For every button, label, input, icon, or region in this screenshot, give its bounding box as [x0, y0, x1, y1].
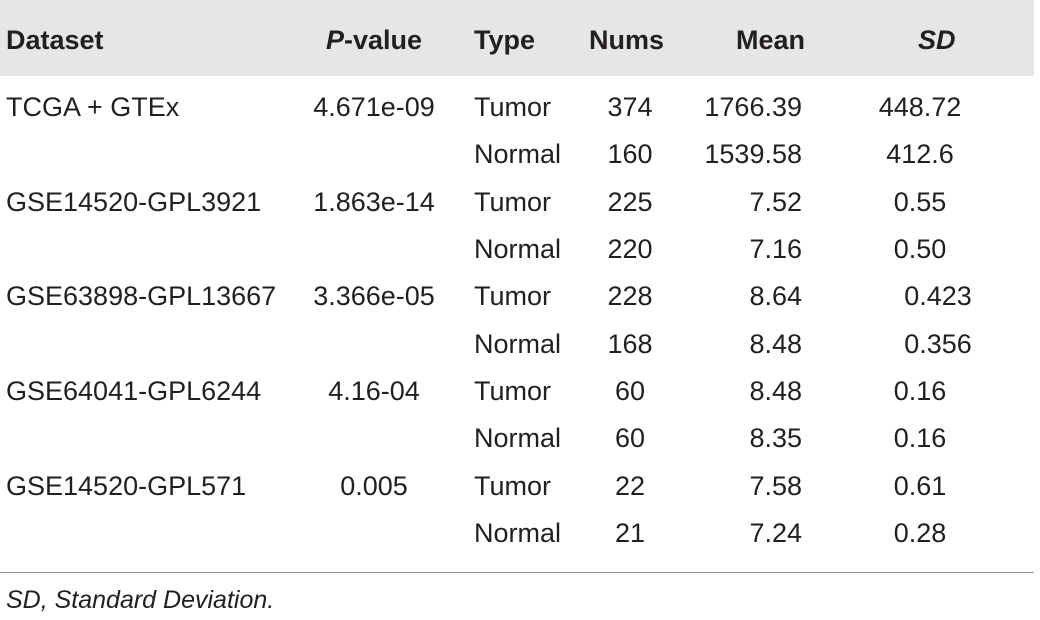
cell-type: Tumor [474, 471, 552, 501]
cell-nums: 160 [607, 139, 653, 169]
cell-sd: 0.356 [904, 329, 972, 359]
cell-nums: 21 [614, 518, 646, 548]
cell-type: Tumor [474, 187, 552, 217]
cell-dataset: GSE14520-GPL571 [6, 471, 247, 501]
cell-sd: 0.55 [893, 187, 947, 217]
cell-nums: 22 [614, 471, 646, 501]
cell-type: Normal [474, 139, 562, 169]
cell-type: Tumor [474, 92, 552, 122]
table-row: GSE63898-GPL13667 3.366e-05 Tumor 228 8.64 0.… [0, 272, 1034, 319]
cell-sd: 0.16 [893, 376, 947, 406]
cell-mean: 7.24 [749, 518, 802, 548]
cell-sd: 0.50 [893, 234, 947, 264]
table-header: Dataset P-value Type Nums Mean SD [0, 0, 1034, 76]
cell-sd: 412.6 [886, 139, 954, 169]
table-row: Normal 160 1539.58 412.6 [0, 130, 1034, 177]
cell-nums: 228 [607, 281, 653, 311]
cell-mean: 7.58 [749, 471, 802, 501]
cell-p-value: 0.005 [340, 471, 408, 501]
cell-sd: 448.72 [878, 92, 962, 122]
data-table: Dataset P-value Type Nums Mean SD TCGA +… [0, 0, 1034, 573]
table-body: TCGA + GTEx 4.671e-09 Tumor 374 1766.39 448.7… [0, 76, 1034, 573]
cell-mean: 8.48 [749, 376, 802, 406]
cell-type: Normal [474, 329, 562, 359]
cell-p-value: 1.863e-14 [313, 187, 435, 217]
cell-sd: 0.16 [893, 423, 947, 453]
cell-p-value: 4.16-04 [328, 376, 420, 406]
cell-mean: 1539.58 [704, 139, 802, 169]
cell-nums: 60 [614, 423, 646, 453]
cell-dataset: GSE64041-GPL6244 [6, 376, 262, 406]
header-sd: SD [918, 25, 956, 55]
table-footnote: SD, Standard Deviation. [6, 586, 275, 614]
table-row: GSE64041-GPL6244 4.16-04 Tumor 60 8.48 0.16 [0, 367, 1034, 414]
cell-nums: 168 [607, 329, 653, 359]
cell-dataset: GSE63898-GPL13667 [6, 281, 277, 311]
cell-type: Tumor [474, 376, 552, 406]
header-nums: Nums [589, 25, 665, 55]
header-p-value: P-value [326, 24, 422, 56]
cell-nums: 374 [607, 92, 653, 122]
header-type: Type [474, 25, 536, 55]
header-mean: Mean [736, 25, 806, 55]
header-p-rest: -value [344, 25, 423, 55]
cell-p-value: 4.671e-09 [313, 92, 435, 122]
cell-dataset: TCGA + GTEx [6, 92, 180, 122]
cell-p-value: 3.366e-05 [313, 281, 435, 311]
cell-type: Tumor [474, 281, 552, 311]
cell-type: Normal [474, 518, 562, 548]
cell-mean: 8.64 [749, 281, 802, 311]
header-p-italic: P [326, 25, 345, 55]
cell-mean: 7.52 [749, 187, 802, 217]
table-row: Normal 60 8.35 0.16 [0, 414, 1034, 461]
cell-mean: 8.35 [749, 423, 802, 453]
table-row: TCGA + GTEx 4.671e-09 Tumor 374 1766.39 448.7… [0, 83, 1034, 130]
cell-sd: 0.28 [893, 518, 947, 548]
cell-mean: 7.16 [749, 234, 802, 264]
cell-sd: 0.61 [893, 471, 947, 501]
table-row: GSE14520-GPL3921 1.863e-14 Tumor 225 7.52 0.5… [0, 178, 1034, 225]
table-row: Normal 168 8.48 0.356 [0, 320, 1034, 367]
table-row: Normal 21 7.24 0.28 [0, 509, 1034, 556]
table-row: GSE14520-GPL571 0.005 Tumor 22 7.58 0.61 [0, 462, 1034, 509]
table-row: Normal 220 7.16 0.50 [0, 225, 1034, 272]
cell-type: Normal [474, 234, 562, 264]
cell-nums: 225 [607, 187, 653, 217]
cell-mean: 1766.39 [704, 92, 802, 122]
cell-type: Normal [474, 423, 562, 453]
header-dataset: Dataset [6, 25, 104, 55]
cell-mean: 8.48 [749, 329, 802, 359]
cell-nums: 60 [614, 376, 646, 406]
cell-nums: 220 [607, 234, 653, 264]
cell-dataset: GSE14520-GPL3921 [6, 187, 262, 217]
cell-sd: 0.423 [904, 281, 972, 311]
